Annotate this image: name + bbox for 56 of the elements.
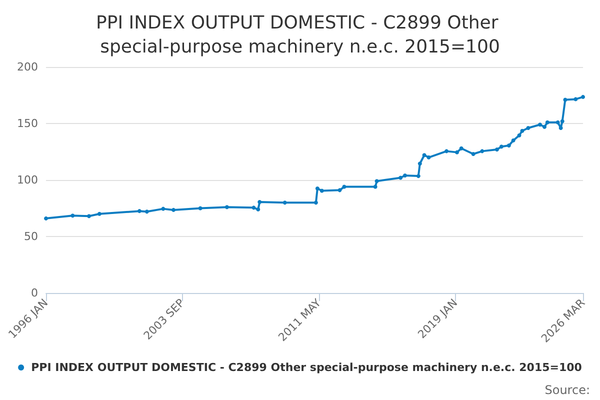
point xyxy=(224,205,229,210)
point xyxy=(494,147,499,152)
point xyxy=(161,206,166,211)
point xyxy=(506,144,511,148)
y-tick-label: 100 xyxy=(17,174,38,186)
point xyxy=(511,138,516,142)
point xyxy=(517,133,522,138)
point xyxy=(499,144,504,149)
point xyxy=(338,188,342,192)
y-tick-label: 150 xyxy=(17,117,38,130)
point xyxy=(560,119,564,124)
point xyxy=(252,206,256,210)
point xyxy=(314,200,318,205)
point xyxy=(398,176,403,180)
point xyxy=(444,149,449,154)
point xyxy=(538,122,542,127)
point xyxy=(581,94,585,99)
point xyxy=(558,126,563,130)
point xyxy=(418,162,422,166)
point xyxy=(97,212,102,216)
y-tick-label: 200 xyxy=(17,60,38,74)
point xyxy=(86,214,91,218)
point xyxy=(422,153,426,158)
point xyxy=(416,174,420,178)
legend-label: PPI INDEX OUTPUT DOMESTIC - C2899 Other special-purpose machinery n.e.c. 2015=100 xyxy=(31,361,582,374)
point xyxy=(137,209,142,214)
point xyxy=(258,200,262,204)
point xyxy=(70,214,75,218)
point xyxy=(198,206,202,210)
point xyxy=(526,126,530,130)
y-tick-label: 50 xyxy=(24,230,38,243)
point xyxy=(374,179,379,184)
point xyxy=(172,208,176,212)
point xyxy=(480,149,484,154)
point xyxy=(545,120,550,124)
point xyxy=(282,200,287,205)
point xyxy=(342,184,346,189)
point xyxy=(402,173,407,178)
source-note: Source: xyxy=(544,383,590,397)
chart-title: PPI INDEX OUTPUT DOMESTIC - C2899 Other special-purpose machinery n.e.c. 2015=100 xyxy=(96,12,504,58)
point xyxy=(556,120,560,124)
point xyxy=(315,186,320,190)
point xyxy=(426,155,431,160)
point xyxy=(574,97,578,102)
point xyxy=(542,124,546,129)
point xyxy=(520,128,524,133)
point xyxy=(471,152,476,156)
point xyxy=(455,150,459,154)
y-tick-label: 0 xyxy=(31,286,38,300)
point xyxy=(563,98,568,102)
point xyxy=(256,207,260,212)
point xyxy=(459,146,464,150)
point xyxy=(144,210,149,214)
point xyxy=(373,184,378,189)
point xyxy=(44,216,48,220)
point xyxy=(320,188,324,193)
